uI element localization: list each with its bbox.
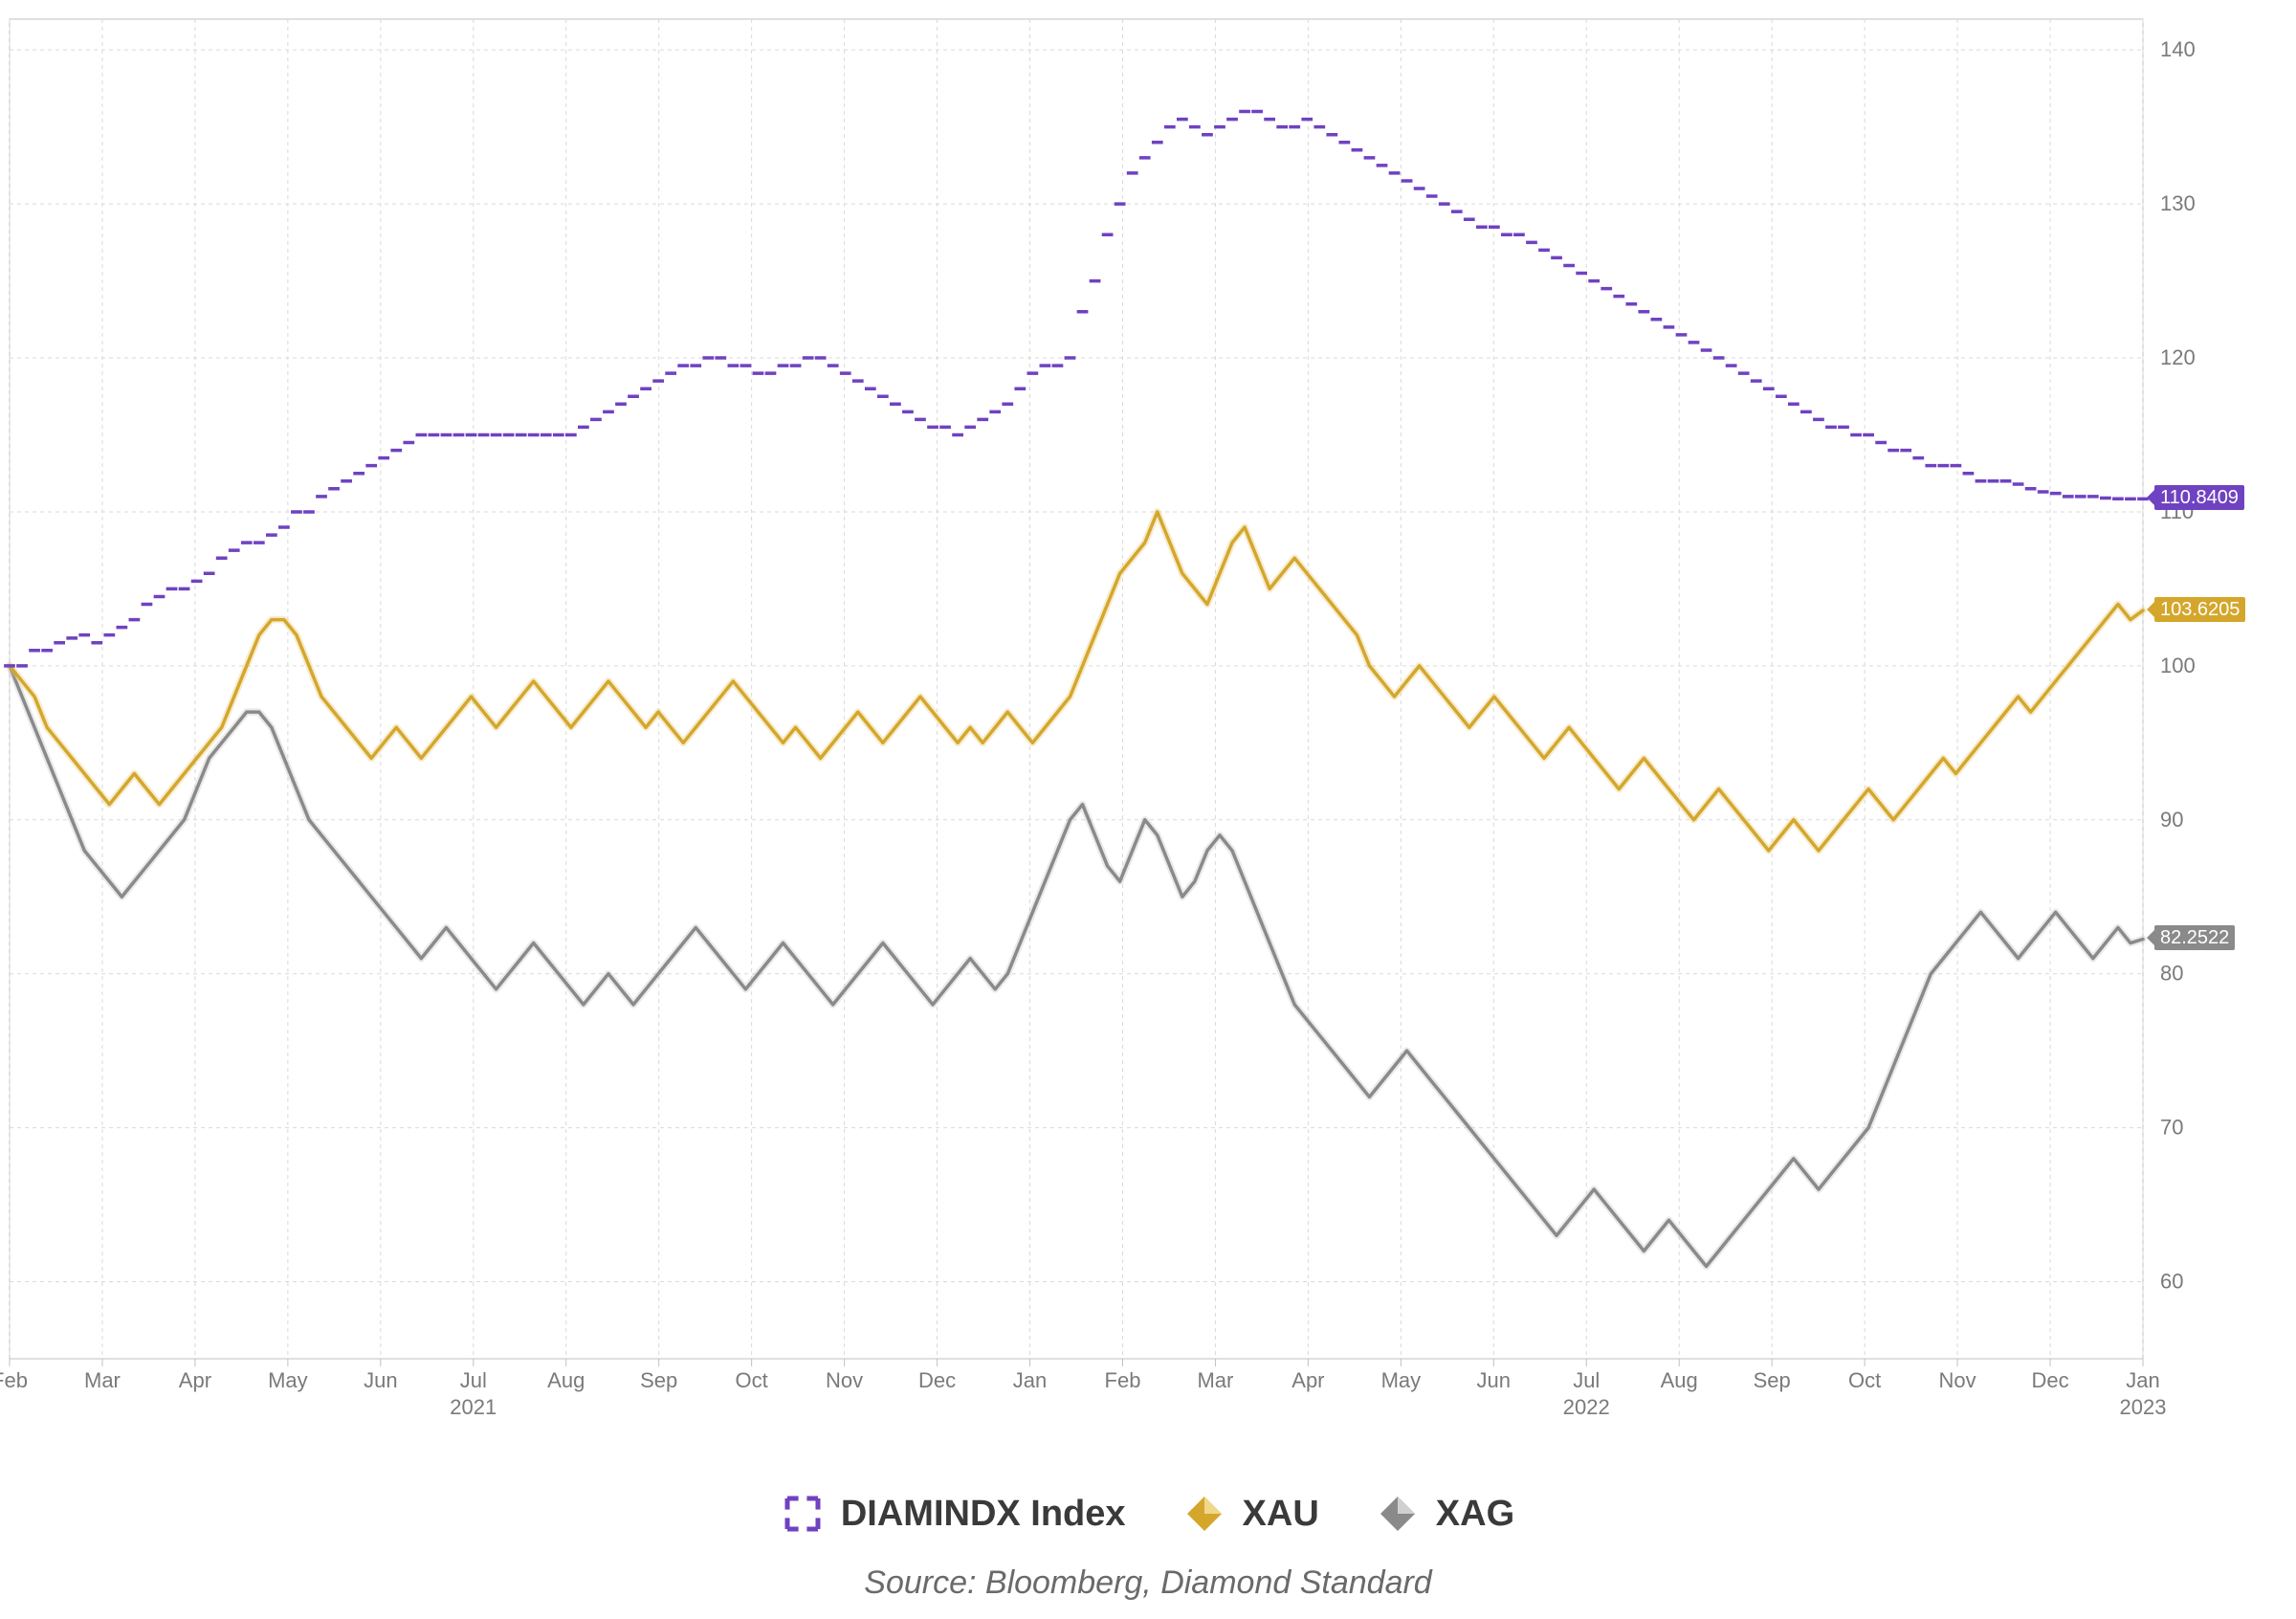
svg-text:Jul: Jul xyxy=(1573,1368,1600,1392)
svg-text:2021: 2021 xyxy=(450,1395,497,1419)
svg-text:Jul: Jul xyxy=(460,1368,487,1392)
last-value-xau: 103.6205 xyxy=(2154,597,2245,622)
line-chart: 60708090100110120130140FebMarAprMayJunJu… xyxy=(0,0,2296,1619)
svg-text:Dec: Dec xyxy=(918,1368,956,1392)
svg-text:90: 90 xyxy=(2160,808,2183,832)
svg-text:Mar: Mar xyxy=(1197,1368,1233,1392)
svg-text:Apr: Apr xyxy=(1292,1368,1324,1392)
legend-label: XAU xyxy=(1243,1494,1319,1535)
diamond-icon xyxy=(1183,1493,1225,1535)
svg-text:Jun: Jun xyxy=(1477,1368,1511,1392)
legend-item-xau: XAU xyxy=(1183,1493,1319,1535)
last-value-diamindx: 110.8409 xyxy=(2154,485,2244,510)
svg-text:Oct: Oct xyxy=(736,1368,768,1392)
svg-text:Feb: Feb xyxy=(0,1368,28,1392)
square-bracket-icon xyxy=(782,1493,824,1535)
svg-text:May: May xyxy=(268,1368,308,1392)
svg-text:Aug: Aug xyxy=(547,1368,585,1392)
svg-text:May: May xyxy=(1381,1368,1422,1392)
diamond-icon xyxy=(1377,1493,1419,1535)
svg-text:2023: 2023 xyxy=(2120,1395,2167,1419)
svg-text:Jun: Jun xyxy=(364,1368,397,1392)
svg-text:120: 120 xyxy=(2160,345,2196,369)
svg-text:Dec: Dec xyxy=(2031,1368,2068,1392)
svg-text:80: 80 xyxy=(2160,962,2183,986)
svg-text:Sep: Sep xyxy=(640,1368,677,1392)
last-value-xag: 82.2522 xyxy=(2154,925,2235,950)
svg-text:Nov: Nov xyxy=(826,1368,863,1392)
svg-text:100: 100 xyxy=(2160,654,2196,677)
svg-text:Nov: Nov xyxy=(1939,1368,1976,1392)
chart-legend: DIAMINDX Index XAU XAG xyxy=(0,1493,2296,1535)
svg-text:60: 60 xyxy=(2160,1270,2183,1294)
svg-text:Oct: Oct xyxy=(1848,1368,1881,1392)
svg-text:Jan: Jan xyxy=(2126,1368,2159,1392)
svg-text:Sep: Sep xyxy=(1754,1368,1791,1392)
svg-text:2022: 2022 xyxy=(1563,1395,1610,1419)
legend-item-diamindx: DIAMINDX Index xyxy=(782,1493,1126,1535)
svg-text:140: 140 xyxy=(2160,37,2196,61)
svg-text:Apr: Apr xyxy=(179,1368,211,1392)
legend-label: DIAMINDX Index xyxy=(841,1494,1126,1535)
svg-text:Mar: Mar xyxy=(84,1368,121,1392)
svg-text:70: 70 xyxy=(2160,1116,2183,1140)
legend-label: XAG xyxy=(1436,1494,1514,1535)
svg-text:130: 130 xyxy=(2160,191,2196,215)
svg-text:Feb: Feb xyxy=(1105,1368,1141,1392)
source-attribution: Source: Bloomberg, Diamond Standard xyxy=(0,1564,2296,1602)
svg-text:Jan: Jan xyxy=(1013,1368,1047,1392)
legend-item-xag: XAG xyxy=(1377,1493,1514,1535)
chart-container: 60708090100110120130140FebMarAprMayJunJu… xyxy=(0,0,2296,1619)
svg-text:Aug: Aug xyxy=(1661,1368,1698,1392)
